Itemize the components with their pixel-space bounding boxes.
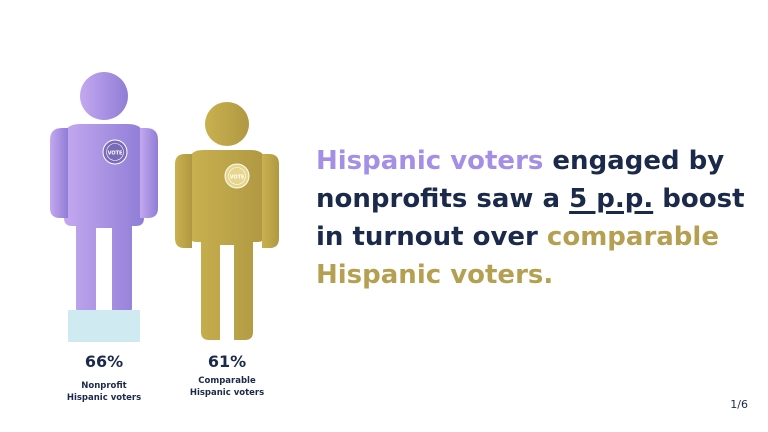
headline-boost-value: 5 p.p. [569, 184, 654, 214]
headline-text-1: engaged by nonprofits saw a [316, 146, 725, 214]
vote-badge-icon: VOTE [224, 163, 250, 189]
comparable-caption: Comparable Hispanic voters [167, 375, 287, 399]
nonprofit-caption: Nonprofit Hispanic voters [44, 380, 164, 404]
headline-highlight-comparable: comparable Hispanic voters. [316, 222, 719, 290]
comparable-caption-line1: Comparable [198, 376, 256, 386]
comparable-voter-figure: VOTE [175, 102, 279, 340]
nonprofit-voter-figure: VOTE [50, 72, 158, 342]
svg-text:VOTE: VOTE [230, 175, 245, 181]
headline-text-2: boost in turnout over [316, 184, 745, 252]
nonprofit-caption-line1: Nonprofit [81, 381, 127, 391]
comparable-percent: 61% [207, 352, 247, 371]
ballot-stack [68, 310, 140, 342]
svg-text:VOTE: VOTE [108, 151, 123, 157]
comparable-caption-line2: Hispanic voters [189, 388, 265, 398]
headline-highlight-nonprofit: Hispanic voters [316, 146, 544, 176]
headline: Hispanic voters engaged by nonprofits sa… [316, 142, 746, 294]
page-indicator: 1/6 [730, 398, 748, 411]
nonprofit-caption-line2: Hispanic voters [66, 393, 142, 403]
vote-badge-icon: VOTE [102, 139, 128, 165]
nonprofit-percent: 66% [84, 352, 124, 371]
